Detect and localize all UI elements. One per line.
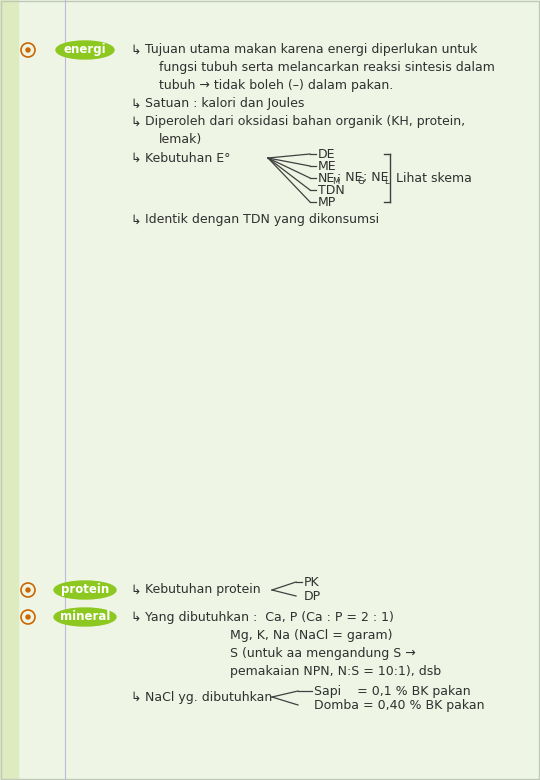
Text: TDN: TDN [318, 183, 345, 197]
Text: energi: energi [64, 44, 106, 56]
Text: NaCl yg. dibutuhkan: NaCl yg. dibutuhkan [145, 690, 272, 704]
Text: ↳: ↳ [130, 611, 140, 623]
Text: Satuan : kalori dan Joules: Satuan : kalori dan Joules [145, 98, 305, 111]
Text: MP: MP [318, 196, 336, 208]
Text: Tujuan utama makan karena energi diperlukan untuk: Tujuan utama makan karena energi diperlu… [145, 44, 477, 56]
Text: G: G [358, 176, 365, 186]
Text: S (untuk aa mengandung S →: S (untuk aa mengandung S → [230, 647, 416, 660]
Text: Kebutuhan protein: Kebutuhan protein [145, 583, 261, 597]
Text: pemakaian NPN, N:S = 10:1), dsb: pemakaian NPN, N:S = 10:1), dsb [230, 665, 441, 678]
Text: ↳: ↳ [130, 690, 140, 704]
Text: Yang dibutuhkan :  Ca, P (Ca : P = 2 : 1): Yang dibutuhkan : Ca, P (Ca : P = 2 : 1) [145, 611, 394, 623]
Text: Domba = 0,40 % BK pakan: Domba = 0,40 % BK pakan [314, 699, 484, 711]
Text: Lihat skema: Lihat skema [396, 172, 472, 185]
Text: PK: PK [304, 576, 320, 588]
Ellipse shape [56, 41, 114, 59]
Text: M: M [332, 176, 339, 186]
Text: ME: ME [318, 159, 336, 172]
Circle shape [26, 615, 30, 619]
Text: ↳: ↳ [130, 151, 140, 165]
Text: ↳: ↳ [130, 115, 140, 129]
Bar [0, 0, 18, 780]
Text: protein: protein [61, 583, 109, 597]
Text: ↳: ↳ [130, 44, 140, 56]
Circle shape [26, 48, 30, 52]
Text: mineral: mineral [60, 611, 110, 623]
Text: Identik dengan TDN yang dikonsumsi: Identik dengan TDN yang dikonsumsi [145, 214, 379, 226]
Text: lemak): lemak) [159, 133, 202, 147]
Text: Mg, K, Na (NaCl = garam): Mg, K, Na (NaCl = garam) [230, 629, 393, 641]
Ellipse shape [54, 581, 116, 599]
Text: ↳: ↳ [130, 583, 140, 597]
Text: tubuh → tidak boleh (–) dalam pakan.: tubuh → tidak boleh (–) dalam pakan. [159, 80, 393, 93]
Text: NE: NE [318, 172, 335, 185]
Text: ; NE: ; NE [337, 172, 362, 185]
Text: ; NE: ; NE [363, 172, 388, 185]
Circle shape [26, 588, 30, 592]
Text: Sapi    = 0,1 % BK pakan: Sapi = 0,1 % BK pakan [314, 685, 471, 697]
Text: DP: DP [304, 590, 321, 602]
Text: fungsi tubuh serta melancarkan reaksi sintesis dalam: fungsi tubuh serta melancarkan reaksi si… [159, 62, 495, 75]
Text: Kebutuhan E°: Kebutuhan E° [145, 151, 231, 165]
Text: ↳: ↳ [130, 98, 140, 111]
Text: DE: DE [318, 147, 335, 161]
Text: L: L [384, 176, 389, 186]
Text: ↳: ↳ [130, 214, 140, 226]
Ellipse shape [54, 608, 116, 626]
Text: Diperoleh dari oksidasi bahan organik (KH, protein,: Diperoleh dari oksidasi bahan organik (K… [145, 115, 465, 129]
